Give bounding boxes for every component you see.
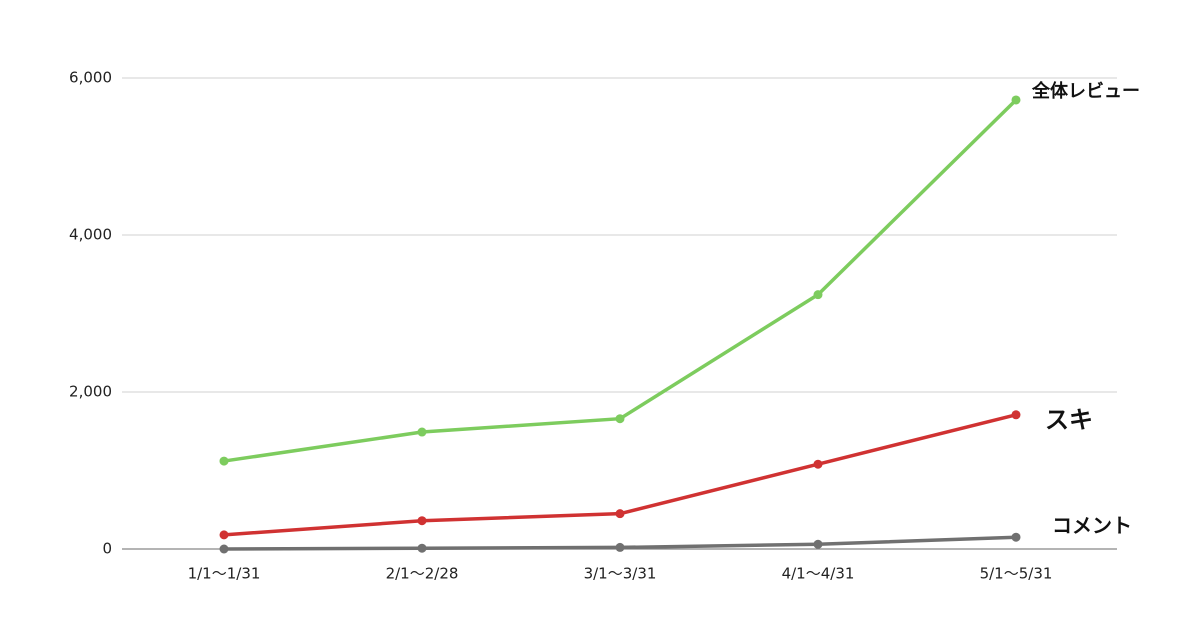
data-point bbox=[219, 544, 229, 554]
data-point bbox=[813, 459, 823, 469]
data-point bbox=[219, 530, 229, 540]
series-label: 全体レビュー bbox=[1031, 80, 1140, 102]
x-tick-label: 1/1〜1/31 bbox=[188, 565, 261, 583]
data-point bbox=[615, 414, 625, 424]
data-point bbox=[615, 542, 625, 552]
data-point bbox=[1011, 532, 1021, 542]
data-point bbox=[1011, 410, 1021, 420]
series-label: スキ bbox=[1045, 406, 1093, 434]
x-tick-label: 2/1〜2/28 bbox=[386, 565, 459, 583]
data-point bbox=[813, 290, 823, 300]
x-tick-label: 4/1〜4/31 bbox=[782, 565, 855, 583]
y-tick-label: 4,000 bbox=[69, 226, 112, 244]
data-point bbox=[615, 509, 625, 519]
series-line bbox=[223, 98, 1018, 463]
x-tick-label: 5/1〜5/31 bbox=[980, 565, 1053, 583]
data-point bbox=[417, 516, 427, 526]
y-tick-label: 6,000 bbox=[69, 69, 112, 87]
data-point bbox=[417, 427, 427, 437]
data-point bbox=[219, 456, 229, 466]
y-tick-label: 2,000 bbox=[69, 383, 112, 401]
data-point bbox=[813, 539, 823, 549]
series-label: コメント bbox=[1052, 514, 1132, 538]
data-point bbox=[1011, 95, 1021, 105]
x-tick-label: 3/1〜3/31 bbox=[584, 565, 657, 583]
data-point bbox=[417, 543, 427, 553]
y-tick-label: 0 bbox=[102, 540, 112, 558]
